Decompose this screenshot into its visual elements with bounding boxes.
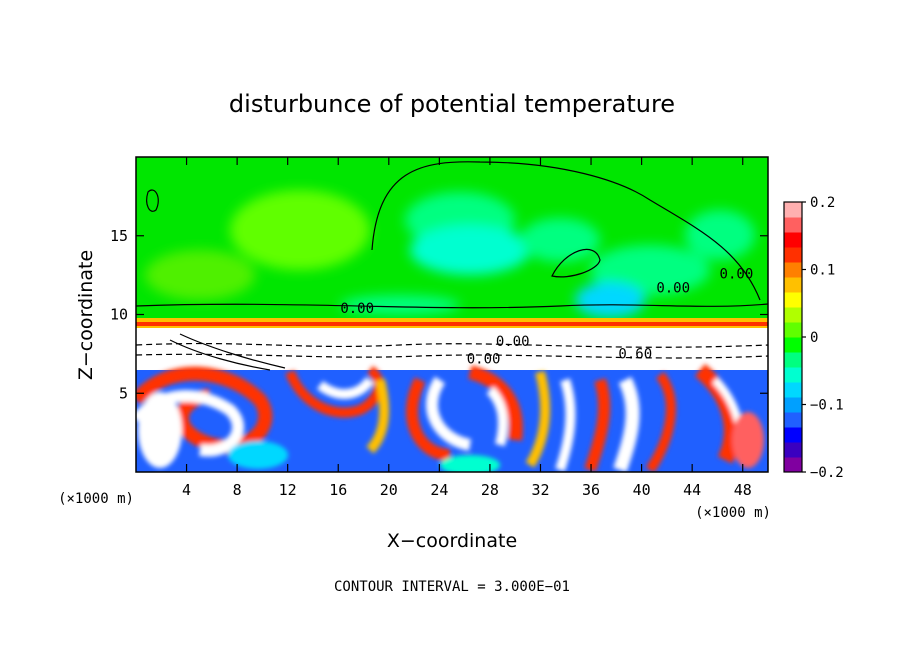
colorbar-swatch	[784, 337, 802, 353]
x-tick-label: 24	[430, 481, 448, 499]
colorbar-swatch	[784, 442, 802, 458]
contour-label: 0.00	[340, 301, 374, 317]
heatmap-field	[136, 157, 768, 472]
x-axis: 4 8 12 16 20 24 28 32 36 40 44 48	[182, 157, 752, 499]
colorbar-swatch	[784, 412, 802, 428]
contour-interval-footer: CONTOUR INTERVAL = 3.000E−01	[334, 579, 570, 595]
x-tick-label: 8	[233, 481, 242, 499]
contour-label: 0.60	[618, 347, 652, 363]
colorbar-swatch	[784, 427, 802, 443]
y-tick-label: 5	[119, 384, 128, 402]
colorbar: 0.2 0.1 0 −0.1 −0.2	[783, 195, 844, 481]
x-tick-label: 20	[380, 481, 398, 499]
colorbar-tick-label: −0.2	[810, 465, 844, 481]
y-axis: 5 10 15	[110, 227, 768, 402]
colorbar-swatch	[784, 367, 802, 383]
colorbar-swatch	[784, 262, 802, 278]
x-tick-label: 32	[531, 481, 549, 499]
x-tick-label: 12	[279, 481, 297, 499]
colorbar-swatch	[784, 217, 802, 233]
x-tick-label: 44	[683, 481, 701, 499]
x-tick-label: 16	[329, 481, 347, 499]
colorbar-swatch	[784, 232, 802, 248]
contour-label: 0.00	[656, 280, 690, 296]
chart-title: disturbunce of potential temperature	[229, 90, 675, 118]
y-tick-label: 10	[110, 306, 128, 324]
x-tick-label: 36	[582, 481, 600, 499]
colorbar-swatch	[784, 247, 802, 263]
x-tick-label: 48	[734, 481, 752, 499]
x-tick-label: 28	[481, 481, 499, 499]
colorbar-swatch	[784, 382, 802, 398]
colorbar-tick-label: 0.1	[810, 263, 835, 279]
colorbar-tick-label: −0.1	[810, 398, 844, 414]
y-tick-label: 15	[110, 227, 128, 245]
x-unit-label-right: (×1000 m)	[695, 505, 771, 521]
colorbar-swatch	[784, 352, 802, 368]
x-tick-label: 4	[182, 481, 191, 499]
colorbar-tick-label: 0	[810, 330, 818, 346]
contour-label: 0.00	[496, 334, 530, 350]
colorbar-swatch	[784, 457, 802, 473]
colorbar-swatch	[784, 292, 802, 308]
x-tick-label: 40	[633, 481, 651, 499]
contour-label: 0.00	[720, 266, 754, 282]
y-axis-label: Z−coordinate	[75, 250, 97, 380]
colorbar-swatch	[784, 277, 802, 293]
colorbar-swatch	[784, 202, 802, 218]
colorbar-swatch	[784, 322, 802, 338]
colorbar-swatch	[784, 397, 802, 413]
contour-labels: 0.000.000.000.00 0.600.00	[340, 266, 753, 367]
colorbar-swatch	[784, 307, 802, 323]
colorbar-tick-label: 0.2	[810, 195, 835, 211]
contour-label: 0.00	[467, 351, 501, 367]
x-unit-label-left: (×1000 m)	[58, 491, 134, 507]
x-axis-label: X−coordinate	[387, 530, 517, 552]
